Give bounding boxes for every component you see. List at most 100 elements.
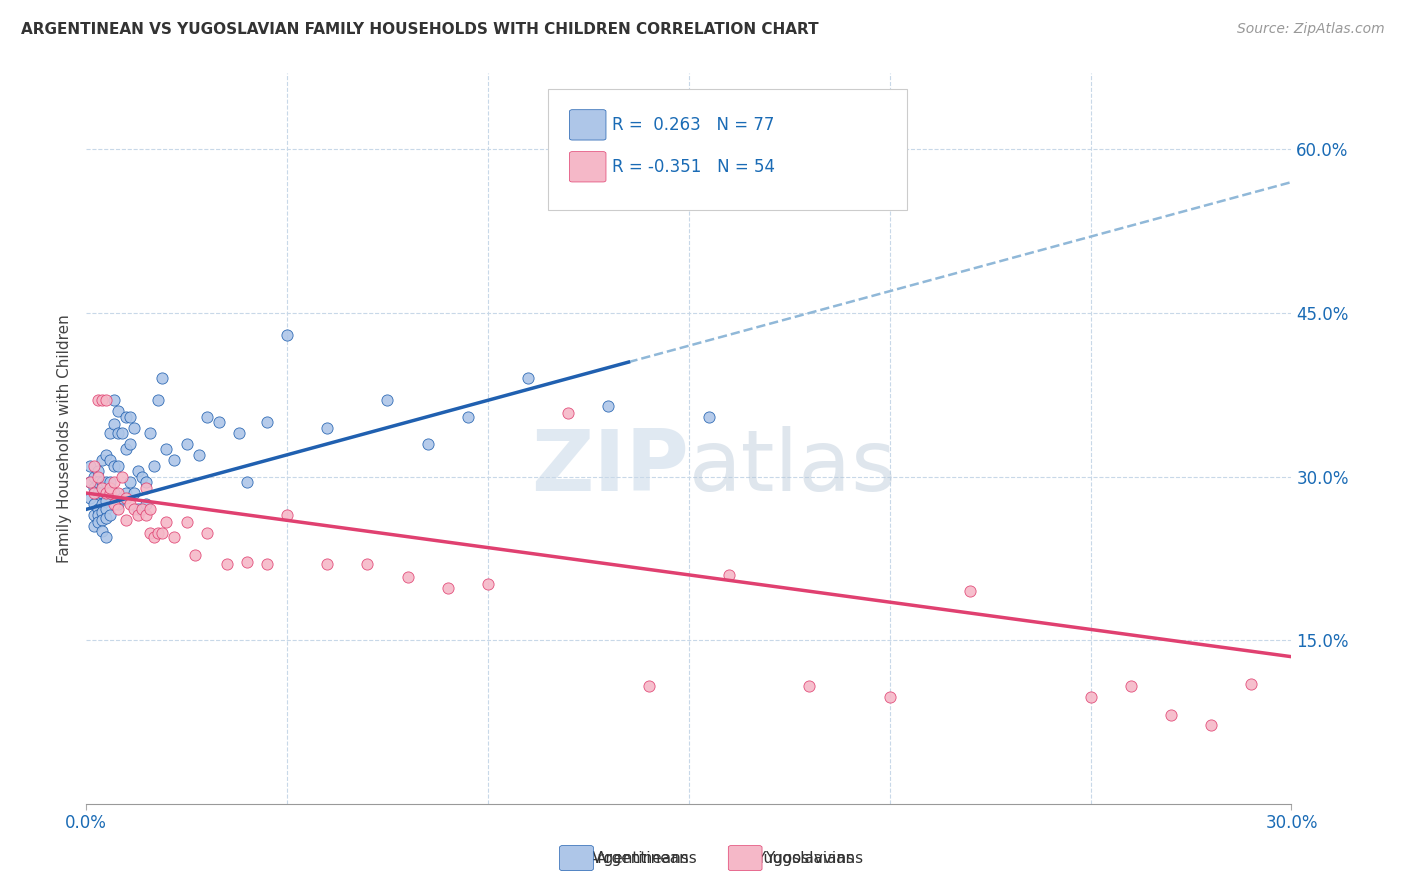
- Point: [176, 516, 198, 530]
- Point: [115, 486, 138, 500]
- Point: [316, 420, 339, 434]
- Point: [377, 393, 399, 408]
- Point: [879, 690, 901, 704]
- Point: [111, 469, 134, 483]
- Point: [91, 513, 114, 527]
- Point: [98, 425, 121, 440]
- Point: [276, 508, 298, 522]
- Point: [115, 491, 138, 506]
- Text: atlas: atlas: [689, 426, 897, 509]
- Point: [83, 497, 105, 511]
- Point: [87, 469, 110, 483]
- Point: [83, 458, 105, 473]
- Point: [83, 481, 105, 495]
- Point: [228, 425, 250, 440]
- Point: [120, 409, 142, 424]
- Point: [96, 530, 118, 544]
- Point: [256, 415, 278, 429]
- Point: [98, 486, 121, 500]
- Point: [183, 548, 205, 562]
- Point: [131, 469, 153, 483]
- Point: [83, 486, 105, 500]
- Point: [115, 513, 138, 527]
- Point: [87, 475, 110, 489]
- Point: [598, 399, 620, 413]
- Point: [124, 420, 146, 434]
- Text: ▪: ▪: [731, 844, 749, 872]
- Point: [195, 409, 218, 424]
- Point: [517, 371, 540, 385]
- Point: [276, 327, 298, 342]
- Point: [135, 508, 157, 522]
- Point: [148, 526, 170, 541]
- Point: [124, 502, 146, 516]
- Point: [103, 497, 125, 511]
- Point: [103, 458, 125, 473]
- Point: [163, 453, 186, 467]
- Point: [120, 475, 142, 489]
- Point: [96, 511, 118, 525]
- Point: [436, 581, 458, 595]
- Point: [356, 557, 378, 571]
- Point: [152, 371, 174, 385]
- Point: [148, 393, 170, 408]
- Point: [79, 458, 101, 473]
- Point: [107, 502, 129, 516]
- Point: [557, 406, 579, 420]
- Point: [163, 530, 186, 544]
- Point: [79, 475, 101, 489]
- Point: [316, 557, 339, 571]
- Point: [91, 505, 114, 519]
- Point: [959, 584, 981, 599]
- Text: R = -0.351   N = 54: R = -0.351 N = 54: [612, 158, 775, 176]
- Point: [127, 508, 149, 522]
- Point: [1080, 690, 1102, 704]
- Point: [98, 475, 121, 489]
- Point: [120, 497, 142, 511]
- Point: [236, 555, 259, 569]
- Point: [103, 417, 125, 432]
- Point: [135, 475, 157, 489]
- Point: [96, 502, 118, 516]
- Point: [697, 409, 720, 424]
- Point: [103, 475, 125, 489]
- Point: [91, 486, 114, 500]
- Point: [1199, 718, 1222, 732]
- Point: [98, 486, 121, 500]
- Point: [96, 475, 118, 489]
- Point: [107, 486, 129, 500]
- Point: [96, 493, 118, 508]
- Text: ▪: ▪: [562, 844, 581, 872]
- Point: [107, 425, 129, 440]
- Point: [91, 481, 114, 495]
- Point: [96, 486, 118, 500]
- Point: [152, 526, 174, 541]
- Point: [416, 437, 439, 451]
- Point: [96, 393, 118, 408]
- Point: [187, 448, 209, 462]
- Point: [477, 576, 499, 591]
- Point: [143, 458, 166, 473]
- Point: [176, 437, 198, 451]
- Point: [139, 425, 162, 440]
- Text: Argentineans: Argentineans: [596, 851, 697, 865]
- Point: [1160, 707, 1182, 722]
- Point: [107, 404, 129, 418]
- Y-axis label: Family Households with Children: Family Households with Children: [58, 314, 72, 563]
- Point: [1119, 679, 1142, 693]
- Point: [96, 448, 118, 462]
- Point: [115, 442, 138, 457]
- Point: [637, 679, 659, 693]
- Point: [79, 475, 101, 489]
- Point: [98, 508, 121, 522]
- Point: [127, 464, 149, 478]
- Point: [111, 425, 134, 440]
- Point: [107, 458, 129, 473]
- Point: [98, 481, 121, 495]
- Point: [83, 508, 105, 522]
- Point: [135, 497, 157, 511]
- Point: [83, 469, 105, 483]
- Point: [799, 679, 821, 693]
- Point: [91, 393, 114, 408]
- Point: [256, 557, 278, 571]
